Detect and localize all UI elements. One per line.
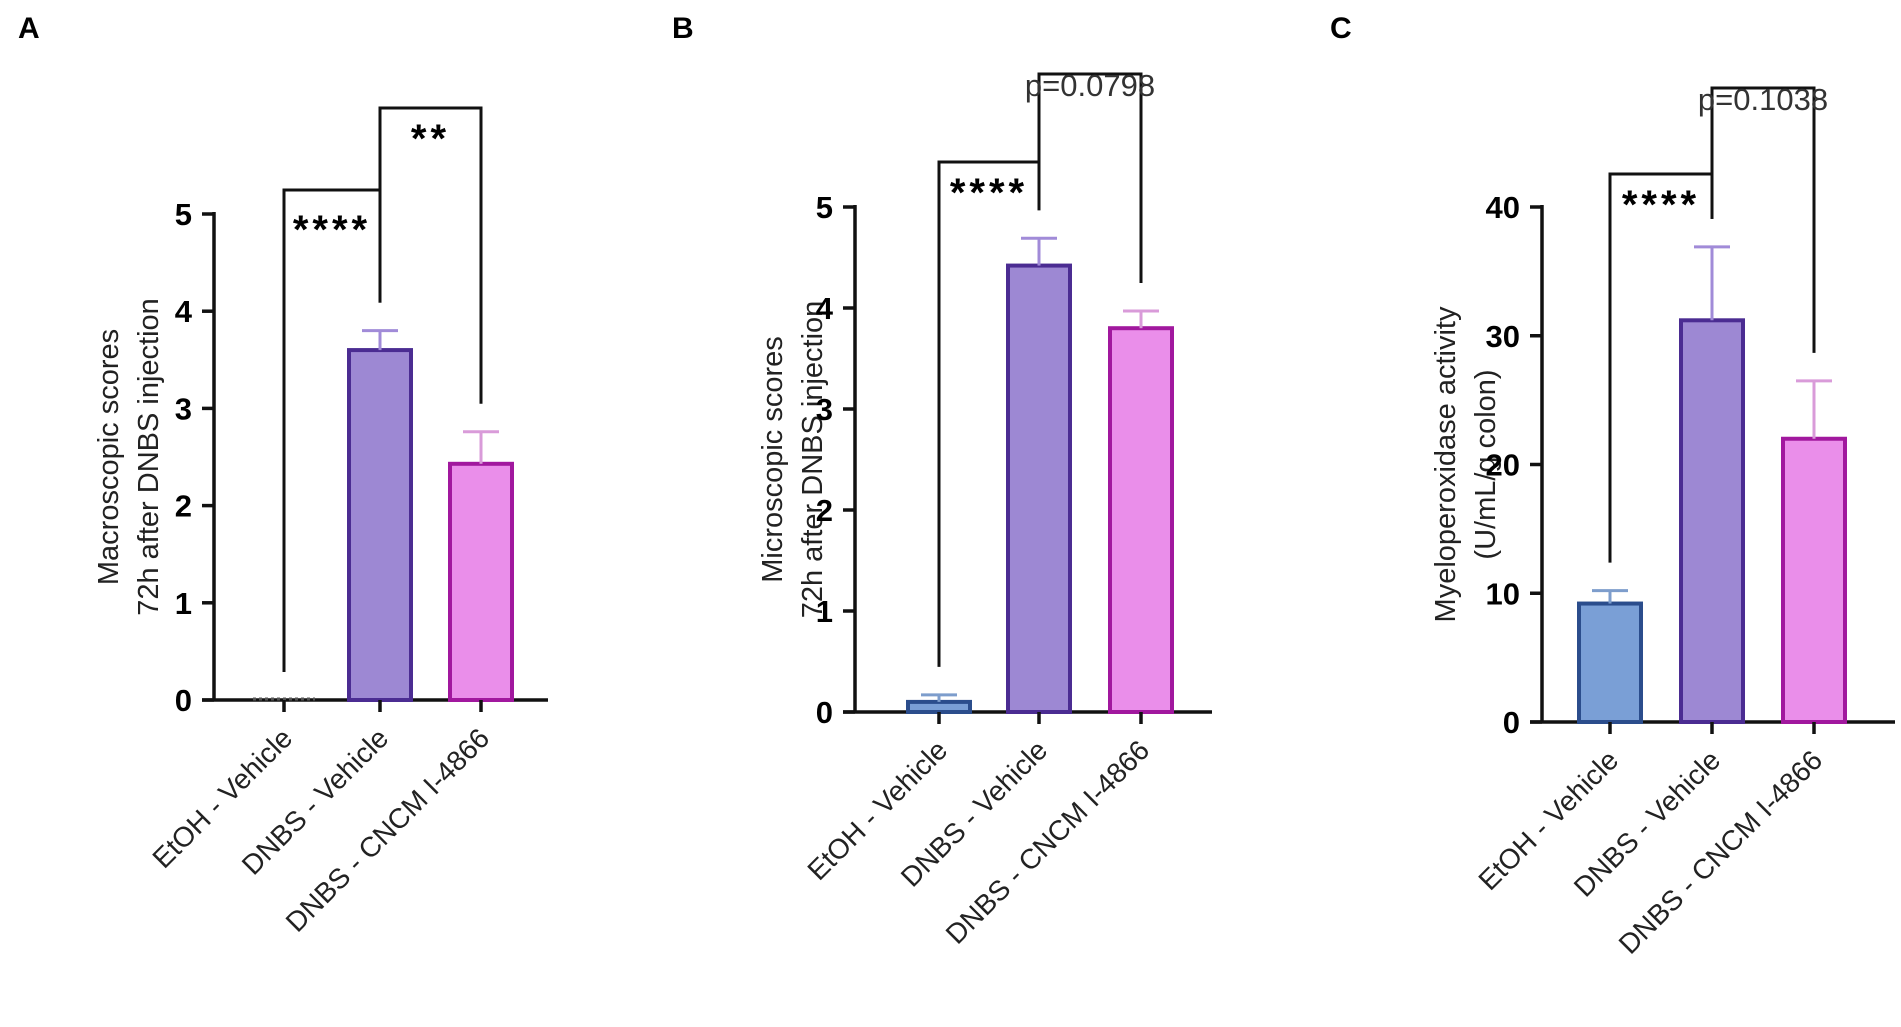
y-axis-label-line: Myeloperoxidase activity [1430, 306, 1462, 622]
panel-label-a: A [18, 12, 40, 45]
significance-label-a-1: **** [293, 208, 371, 252]
significance-label-b-2: p=0.0798 [1025, 68, 1155, 103]
y-axis-label-line: 72h after DNBS injection [133, 298, 165, 616]
y-tick-label-b: 0 [816, 695, 833, 730]
significance-label-c-1: **** [1622, 183, 1700, 227]
x-tick-label-c-3: DNBS - CNCM I-4866 [1613, 744, 1829, 960]
significance-bracket-c-2 [1710, 86, 1816, 353]
x-tick-label-a-3: DNBS - CNCM I-4866 [280, 722, 496, 938]
chart-panel-a: A Macroscopic scores 72h after DNBS inject… [18, 12, 548, 938]
significance-label-c-2: p=0.1038 [1698, 82, 1828, 117]
significance-label-a-2: ** [411, 117, 450, 161]
y-tick-label-c: 0 [1503, 705, 1520, 740]
bar-c-3 [1781, 436, 1847, 724]
y-tick-label-b: 2 [816, 493, 833, 528]
y-tick-label-a: 5 [175, 197, 192, 232]
y-axis-label-line: (U/mL/g colon) [1470, 369, 1502, 559]
y-tick-label-a: 4 [175, 294, 193, 329]
bar-a-3 [448, 461, 514, 702]
y-axis-label-a: Macroscopic scores 72h after DNBS injecti… [93, 298, 165, 616]
y-tick-label-a: 0 [175, 683, 192, 718]
y-tick-label-a: 1 [175, 586, 192, 621]
y-tick-label-b: 4 [816, 291, 834, 326]
bar-b-3 [1108, 326, 1174, 714]
y-tick-label-b: 5 [816, 190, 833, 225]
x-tick-label-b-3: DNBS - CNCM I-4866 [940, 734, 1156, 950]
panel-label-c: C [1330, 12, 1352, 45]
bar-c-1 [1577, 601, 1643, 724]
bar-b-2 [1006, 263, 1072, 714]
y-axis-label-line: Microscopic scores [757, 336, 789, 583]
y-axis-label-b: Microscopic scores 72h after DNBS injecti… [757, 301, 829, 619]
bar-a-2 [347, 348, 413, 702]
y-tick-label-c: 30 [1486, 319, 1520, 354]
y-tick-label-c: 40 [1486, 190, 1520, 225]
bar-c-2 [1679, 318, 1745, 724]
panel-label-b: B [672, 12, 694, 45]
chart-panel-c: C Myeloperoxidase activity (U/mL/g colon) 0… [1330, 12, 1895, 960]
y-tick-label-a: 2 [175, 489, 192, 524]
y-tick-label-c: 10 [1486, 576, 1520, 611]
chart-panel-b: B Microscopic scores 72h after DNBS inject… [672, 12, 1212, 950]
bar-b-1 [906, 699, 972, 715]
significance-bracket-a-2 [378, 106, 483, 404]
y-axis-label-line: 72h after DNBS injection [797, 301, 829, 619]
y-tick-label-a: 3 [175, 391, 192, 426]
y-tick-label-b: 1 [816, 594, 833, 629]
significance-bracket-b-2 [1037, 72, 1143, 284]
y-tick-label-c: 20 [1486, 448, 1520, 483]
significance-label-b-1: **** [950, 171, 1028, 215]
y-axis-label-line: Macroscopic scores [93, 329, 125, 585]
y-axis-label-c: Myeloperoxidase activity (U/mL/g colon) [1430, 306, 1502, 622]
y-tick-label-b: 3 [816, 392, 833, 427]
